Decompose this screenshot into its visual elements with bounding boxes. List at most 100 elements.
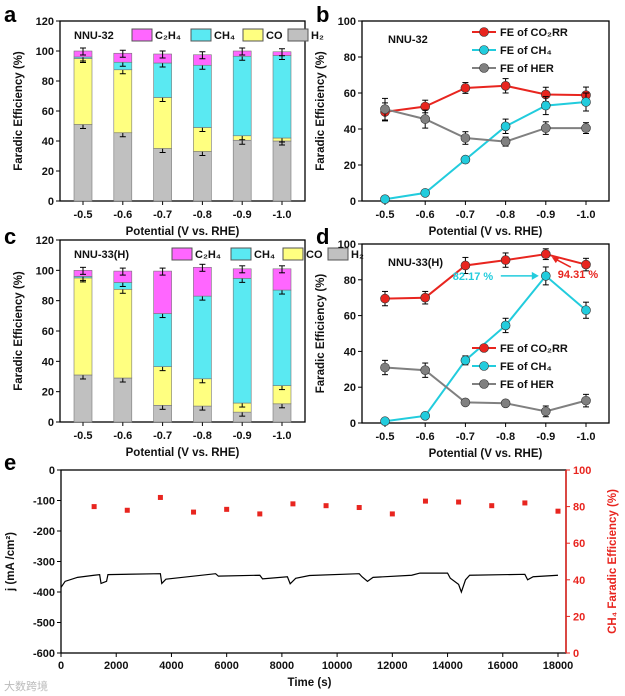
x-tick-label: 0	[58, 660, 64, 672]
x-tick-label: -0.8	[193, 209, 212, 221]
y-tick-label: 60	[344, 311, 356, 323]
data-point	[420, 411, 431, 421]
y-axis-label: Faradic Efficiency (%)	[315, 51, 327, 171]
y-tick-label: 40	[42, 356, 54, 368]
legend-swatch	[131, 28, 153, 42]
legend-label: FE of HER	[500, 63, 554, 75]
y-axis-label: Faradic Efficiency (%)	[13, 271, 25, 391]
y-tick-label: 20	[344, 160, 356, 172]
bar-segment	[153, 313, 172, 367]
x-tick-label: -0.7	[456, 431, 475, 443]
legend-label: CO	[306, 249, 323, 261]
bar-segment	[113, 377, 133, 423]
data-point	[540, 123, 551, 133]
x-tick-label: -1.0	[273, 430, 292, 442]
x-tick-label: 14000	[432, 660, 463, 672]
series-line	[384, 253, 587, 300]
y-tick-label: 0	[49, 465, 55, 477]
data-point	[460, 355, 471, 366]
legend-marker	[479, 361, 489, 371]
y-axis-label: Faradic Efficiency (%)	[13, 51, 25, 171]
legend-label: H₂	[351, 249, 364, 261]
fe-data-point	[124, 507, 130, 513]
sample-label: NNU-33(H)	[74, 249, 129, 261]
y-tick-label: 20	[42, 166, 54, 178]
plot-frame	[60, 469, 567, 654]
y-tick-label: 80	[42, 296, 54, 308]
plot-frame	[59, 20, 306, 202]
panel-c-stacked-bar-chart: 0 20 40 60 80 100 120 Faradic Efficiency (%) Pot…	[13, 235, 364, 459]
data-point	[581, 97, 591, 107]
data-point	[500, 320, 511, 331]
legend-swatch	[327, 247, 349, 261]
y-tick-label: -100	[33, 496, 55, 508]
panel-label-b: b	[316, 2, 329, 27]
panel-label-d: d	[316, 224, 329, 249]
fe-data-point	[489, 503, 495, 509]
x-tick-label: -0.9	[233, 209, 252, 221]
legend-label: FE of CO₂RR	[500, 343, 568, 355]
fe-data-point	[257, 511, 263, 517]
y-tick-label: 0	[48, 196, 54, 208]
legend-label: CH₄	[254, 249, 275, 261]
right-y-tick-label: 80	[573, 502, 585, 514]
bar-segment	[153, 366, 172, 406]
y-tick-label: -300	[33, 557, 55, 569]
series-line	[384, 84, 587, 113]
y-axis-label: Faradic Efficiency (%)	[315, 274, 327, 394]
data-point	[460, 83, 471, 93]
y-tick-label: 20	[344, 382, 356, 394]
data-point	[420, 114, 431, 124]
y-tick-label: 0	[350, 196, 356, 208]
data-point	[581, 395, 591, 406]
y-tick-label: 20	[42, 387, 54, 399]
bar-segment	[153, 97, 172, 149]
fe-data-point	[456, 499, 462, 505]
x-tick-label: -1.0	[273, 209, 292, 221]
y-tick-label: 80	[344, 275, 356, 287]
x-tick-label: 8000	[270, 660, 294, 672]
right-y-tick-label: 100	[573, 465, 591, 477]
annotation-ch4-max: 82.17 %	[453, 271, 494, 283]
legend-label: H₂	[311, 30, 324, 42]
data-point	[420, 292, 431, 303]
data-point	[380, 104, 390, 114]
legend-label: CH₄	[214, 30, 235, 42]
panel-d-line-chart: 0 20 40 60 80 100 Faradic Efficiency (%) Potent…	[315, 239, 610, 460]
bar-segment	[73, 374, 93, 423]
y-tick-label: 80	[344, 52, 356, 64]
legend-marker	[479, 379, 489, 389]
fe-data-point	[224, 506, 230, 512]
y-tick-label: 60	[42, 326, 54, 338]
y-tick-label: 40	[344, 346, 356, 358]
right-y-tick-label: 60	[573, 538, 585, 550]
bar-segment	[272, 140, 292, 202]
bar-segment	[153, 270, 172, 314]
legend-label: FE of CH₄	[500, 361, 552, 373]
series-line	[384, 274, 587, 423]
x-tick-label: 12000	[377, 660, 408, 672]
right-y-tick-label: 20	[573, 611, 585, 623]
y-tick-label: 100	[338, 16, 356, 28]
x-tick-label: -1.0	[577, 209, 596, 221]
bar-segment	[73, 277, 93, 376]
panel-a-stacked-bar-chart: 0 20 40 60 80 100 120 Faradic Efficiency (%) Pot…	[13, 16, 324, 238]
x-axis-label: Potential (V vs. RHE)	[429, 448, 543, 460]
plot-frame	[361, 20, 610, 202]
x-tick-label: 2000	[104, 660, 128, 672]
bar-segment	[113, 132, 133, 202]
data-point	[460, 260, 471, 271]
sample-label: NNU-32	[74, 30, 114, 42]
fe-data-point	[389, 511, 395, 517]
bar-segment	[73, 58, 93, 125]
legend-label: C₂H₄	[155, 30, 181, 42]
data-point	[500, 255, 511, 265]
y-tick-label: 40	[42, 136, 54, 148]
data-point	[420, 188, 431, 198]
bar-segment	[272, 55, 292, 139]
y-tick-label: 80	[42, 76, 54, 88]
y-tick-label: 60	[42, 106, 54, 118]
data-point	[380, 194, 390, 204]
series-line	[384, 108, 586, 143]
data-point	[500, 121, 511, 132]
